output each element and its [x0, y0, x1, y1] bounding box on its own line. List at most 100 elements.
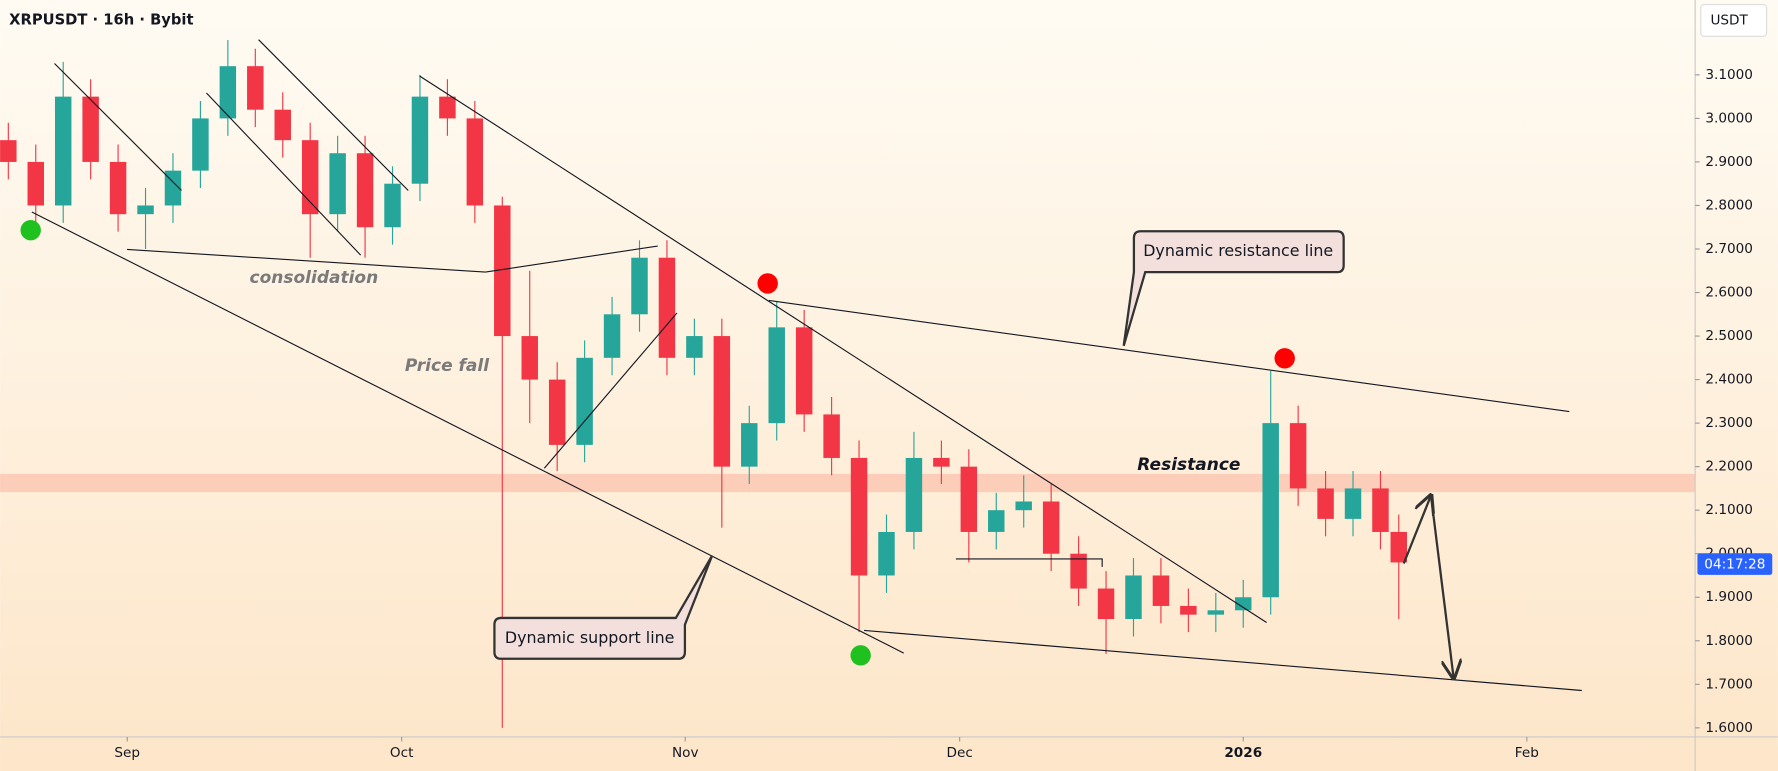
candle-body [1390, 531, 1407, 563]
candle-body [878, 531, 895, 576]
y-tick-label: 1.9000 [1705, 589, 1753, 605]
annotation: consolidation [250, 268, 379, 288]
signal-dot [850, 645, 871, 666]
annotation: Resistance [1137, 455, 1240, 475]
currency[interactable]: USDT [1710, 12, 1748, 28]
callout-text: Dynamic support line [505, 628, 675, 647]
trend-line [419, 75, 1267, 623]
candle-body [850, 457, 868, 576]
x-tick-label: Sep [114, 745, 140, 761]
y-tick-label: 2.2000 [1705, 459, 1753, 475]
candle-body [1372, 488, 1389, 532]
candle-body [988, 510, 1005, 532]
candle-body [27, 161, 44, 206]
candle-body [192, 118, 209, 171]
arrow [1429, 495, 1454, 678]
x-tick-label: 2026 [1224, 745, 1262, 761]
candle-body [329, 153, 346, 215]
candle-body [768, 327, 785, 424]
candle-body [603, 314, 621, 358]
y-tick-label: 2.5000 [1705, 328, 1753, 344]
candle-body [576, 357, 593, 445]
signal-dot [20, 219, 41, 241]
callout [1122, 230, 1345, 347]
candle-body [1015, 501, 1032, 511]
trend-line [127, 248, 486, 273]
trend-line [31, 211, 904, 654]
candle-body [82, 96, 99, 162]
candle-body [1344, 488, 1362, 519]
candle-body [411, 96, 429, 184]
countdown-box [1697, 553, 1773, 575]
candle-body [356, 153, 374, 228]
trend-line [543, 312, 678, 469]
candle-body [521, 336, 538, 380]
x-tick-label: Feb [1515, 745, 1539, 761]
trend-line [485, 245, 658, 273]
candle-body [741, 423, 758, 467]
candle-body [823, 414, 840, 458]
candle-body [494, 205, 511, 337]
chart-title: XRPUSDT · 16h · Bybit [9, 11, 193, 28]
candle-body [631, 257, 648, 315]
resistance-zone [0, 473, 1696, 493]
y-tick-label: 2.8000 [1705, 197, 1753, 213]
countdown: 04:17:28 [1704, 557, 1765, 573]
trend-line [768, 299, 1570, 413]
annotation: Price fall [405, 356, 490, 376]
candle-body [795, 327, 813, 415]
signal-dot [757, 273, 778, 294]
candle-body [466, 118, 484, 206]
candle-body [1125, 575, 1142, 620]
candle-body [274, 109, 291, 141]
candle-body [905, 457, 923, 532]
trend-line [54, 63, 182, 191]
candle-body [548, 379, 566, 445]
candle-body [301, 140, 319, 215]
candle-body [0, 140, 17, 162]
arrow [1402, 495, 1431, 564]
y-tick-label: 1.8000 [1705, 633, 1753, 649]
x-tick-label: Dec [947, 745, 973, 761]
candle-body [247, 66, 264, 110]
trend-line [258, 39, 409, 191]
currency-box[interactable] [1700, 3, 1768, 37]
candle-body [1042, 501, 1060, 554]
candle-body [1289, 423, 1307, 489]
candles [0, 40, 1407, 728]
y-tick-label: 3.0000 [1705, 110, 1753, 126]
candle-body [1262, 423, 1279, 598]
candle-body [658, 257, 676, 358]
x-tick-label: Nov [672, 745, 699, 761]
y-tick-label: 2.3000 [1705, 415, 1753, 431]
y-tick-label: 1.7000 [1705, 676, 1753, 692]
candle-body [1152, 575, 1170, 606]
candle-body [1070, 553, 1087, 589]
candle-body [439, 96, 456, 119]
callout-text: Dynamic resistance line [1143, 241, 1333, 260]
y-tick-label: 2.7000 [1705, 241, 1753, 257]
candle-body [1097, 588, 1115, 620]
candle-body [1235, 597, 1252, 611]
trend-line [955, 558, 1103, 567]
x-tick-label: Oct [390, 745, 414, 761]
candle-body [960, 466, 978, 532]
candle-body [164, 170, 182, 206]
y-tick-label: 2.4000 [1705, 372, 1753, 388]
y-tick-label: 1.6000 [1705, 720, 1753, 736]
candle-body [137, 205, 154, 215]
y-tick-label: 2.6000 [1705, 285, 1753, 301]
y-tick-label: 2.1000 [1705, 502, 1753, 518]
candle-body [1317, 488, 1334, 519]
candle-body [109, 161, 127, 215]
callout [493, 555, 714, 660]
signal-dot [1274, 348, 1295, 369]
y-tick-label: 3.1000 [1705, 67, 1753, 83]
candle-body [1207, 610, 1225, 615]
candle-body [686, 336, 703, 358]
candle-body [54, 96, 72, 206]
trend-lines [31, 39, 1582, 692]
candle-body [384, 183, 401, 228]
